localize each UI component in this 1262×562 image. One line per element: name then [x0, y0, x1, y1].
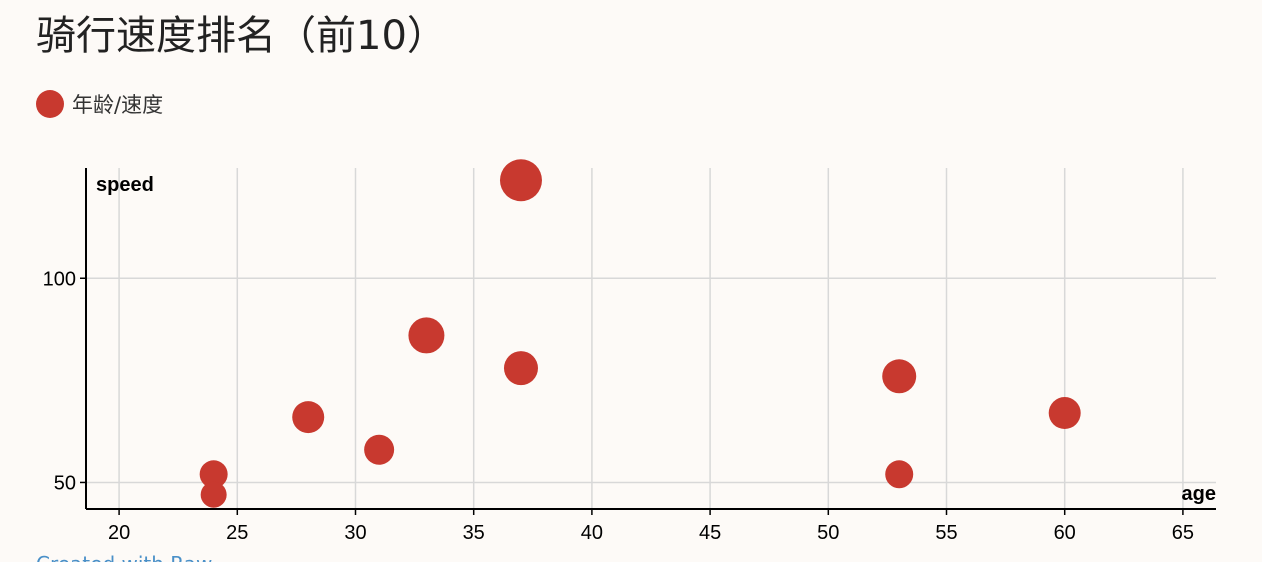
x-axis-title: age: [1182, 483, 1216, 505]
data-point: [1048, 397, 1081, 430]
x-tick-label: 50: [817, 522, 839, 544]
data-point: [503, 351, 538, 386]
legend-swatch: [36, 90, 64, 118]
data-point: [499, 159, 542, 202]
data-point: [292, 401, 325, 434]
x-tick-label: 30: [344, 522, 366, 544]
data-point: [364, 434, 395, 465]
data-point: [885, 460, 914, 489]
y-axis-title: speed: [96, 174, 154, 196]
data-point: [882, 359, 917, 394]
x-tick-label: 35: [463, 522, 485, 544]
data-point: [200, 481, 227, 508]
x-tick-label: 40: [581, 522, 603, 544]
legend-label: 年龄/速度: [72, 93, 164, 117]
chart-title: 骑行速度排名（前10）: [36, 13, 447, 59]
x-tick-label: 60: [1054, 522, 1076, 544]
y-tick-label: 50: [54, 472, 76, 494]
chart-legend: 年龄/速度: [36, 89, 163, 119]
x-tick-label: 55: [935, 522, 957, 544]
y-tick-label: 100: [43, 268, 76, 290]
footer-link[interactable]: Created with Raw: [36, 552, 212, 562]
x-tick-label: 20: [108, 522, 130, 544]
x-tick-label: 65: [1172, 522, 1194, 544]
x-tick-label: 45: [699, 522, 721, 544]
x-tick-label: 25: [226, 522, 248, 544]
data-point: [199, 460, 228, 489]
data-point: [408, 317, 445, 354]
